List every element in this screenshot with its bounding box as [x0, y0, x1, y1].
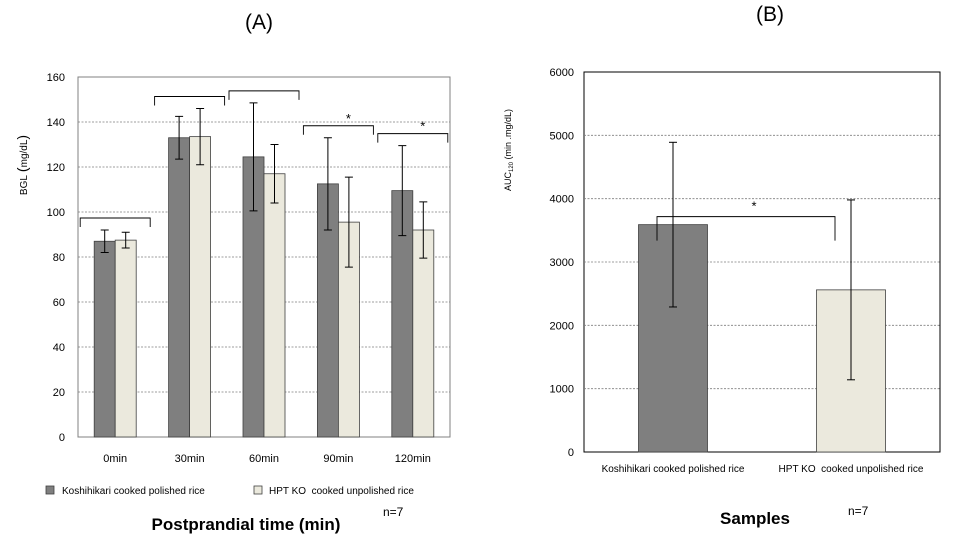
y-tick-label-b: 1000 — [550, 384, 574, 396]
panel-a-label: (A) — [245, 11, 273, 34]
y-tick-label-a: 140 — [47, 117, 65, 129]
bars-b — [638, 224, 886, 453]
bars-a — [93, 136, 435, 438]
y-tick-labels-b: 0 1000 2000 3000 4000 5000 6000 — [550, 67, 574, 459]
bar-a-series1 — [93, 240, 116, 438]
y-axis-title-a-main: BGL — [19, 175, 30, 195]
legend-a: Koshihikari cooked polished rice HPT KO … — [45, 485, 414, 497]
y-tick-label-b: 4000 — [550, 194, 574, 206]
y-tick-label-b: 5000 — [550, 130, 574, 142]
y-tick-label-a: 160 — [47, 72, 65, 84]
legend-swatch-series1 — [45, 485, 55, 495]
bracket-a — [377, 133, 449, 143]
significance-marker-b: * — [751, 199, 756, 214]
y-axis-title-b: AUC120 (min .mg/dL) — [503, 109, 515, 191]
y-tick-label-a: 0 — [59, 432, 65, 444]
y-axis-title-a-close: ) — [14, 135, 30, 140]
x-tick-labels-a: 0min 30min 60min 90min 120min — [103, 453, 431, 465]
significance-marker-a: * — [346, 111, 351, 126]
chart-b: (B) 0 1000 2000 3000 4000 5000 6000 * Koshihik… — [503, 3, 941, 528]
y-tick-label-a: 20 — [53, 387, 65, 399]
bar-a-series2 — [263, 173, 286, 438]
sample-size-a: n=7 — [383, 505, 404, 519]
x-tick-label-a: 120min — [395, 453, 431, 465]
bracket-b — [656, 216, 836, 241]
sample-size-b: n=7 — [848, 504, 869, 518]
bar-a-series2 — [189, 136, 212, 438]
significance-marker-a: * — [420, 119, 425, 134]
bar-a-series2 — [412, 229, 435, 438]
bar-a-series1 — [168, 137, 191, 438]
error-bars-a — [100, 102, 428, 268]
brackets-a: ** — [79, 90, 449, 227]
bracket-a — [154, 96, 226, 106]
x-tick-label-a: 90min — [323, 453, 353, 465]
bracket-a — [228, 90, 300, 100]
x-tick-label-a: 60min — [249, 453, 279, 465]
y-tick-label-a: 80 — [53, 252, 65, 264]
y-tick-label-a: 40 — [53, 342, 65, 354]
x-tick-label-b: Koshihikari cooked polished rice — [602, 464, 745, 475]
x-tick-label-a: 0min — [103, 453, 127, 465]
x-axis-title-a: Postprandial time (min) — [152, 515, 341, 534]
legend-swatch-series2 — [253, 485, 263, 495]
y-tick-label-b: 2000 — [550, 320, 574, 332]
y-tick-label-b: 6000 — [550, 67, 574, 79]
y-axis-title-b-suffix: (min .mg/dL) — [503, 109, 513, 162]
brackets-b: * — [656, 199, 836, 241]
y-tick-labels-a: 0 20 40 60 80 100 120 140 160 — [47, 72, 65, 444]
error-bars-b — [669, 141, 855, 381]
y-axis-title-a-unit: mg/dL — [19, 139, 30, 167]
panel-b-label: (B) — [756, 3, 784, 26]
x-tick-label-b: HPT KO cooked unpolished rice — [779, 464, 924, 475]
y-axis-title-a: BGL (mg/dL) — [14, 135, 30, 195]
bracket-a — [79, 217, 151, 227]
x-axis-title-b: Samples — [720, 509, 790, 528]
x-tick-label-a: 30min — [175, 453, 205, 465]
bar-a-series2 — [114, 239, 137, 438]
legend-label-series1: Koshihikari cooked polished rice — [62, 486, 205, 497]
y-tick-label-a: 120 — [47, 162, 65, 174]
x-tick-labels-b: Koshihikari cooked polished rice HPT KO c… — [602, 464, 924, 475]
y-axis-title-a-open: ( — [14, 167, 30, 172]
y-tick-label-b: 0 — [568, 447, 574, 459]
y-axis-title-b-sub: 120 — [509, 161, 515, 172]
bracket-a — [302, 125, 374, 135]
y-tick-label-a: 60 — [53, 297, 65, 309]
legend-label-series2: HPT KO cooked unpolished rice — [269, 486, 414, 497]
y-tick-label-b: 3000 — [550, 257, 574, 269]
y-axis-title-b-prefix: AUC — [503, 172, 513, 192]
y-tick-label-a: 100 — [47, 207, 65, 219]
